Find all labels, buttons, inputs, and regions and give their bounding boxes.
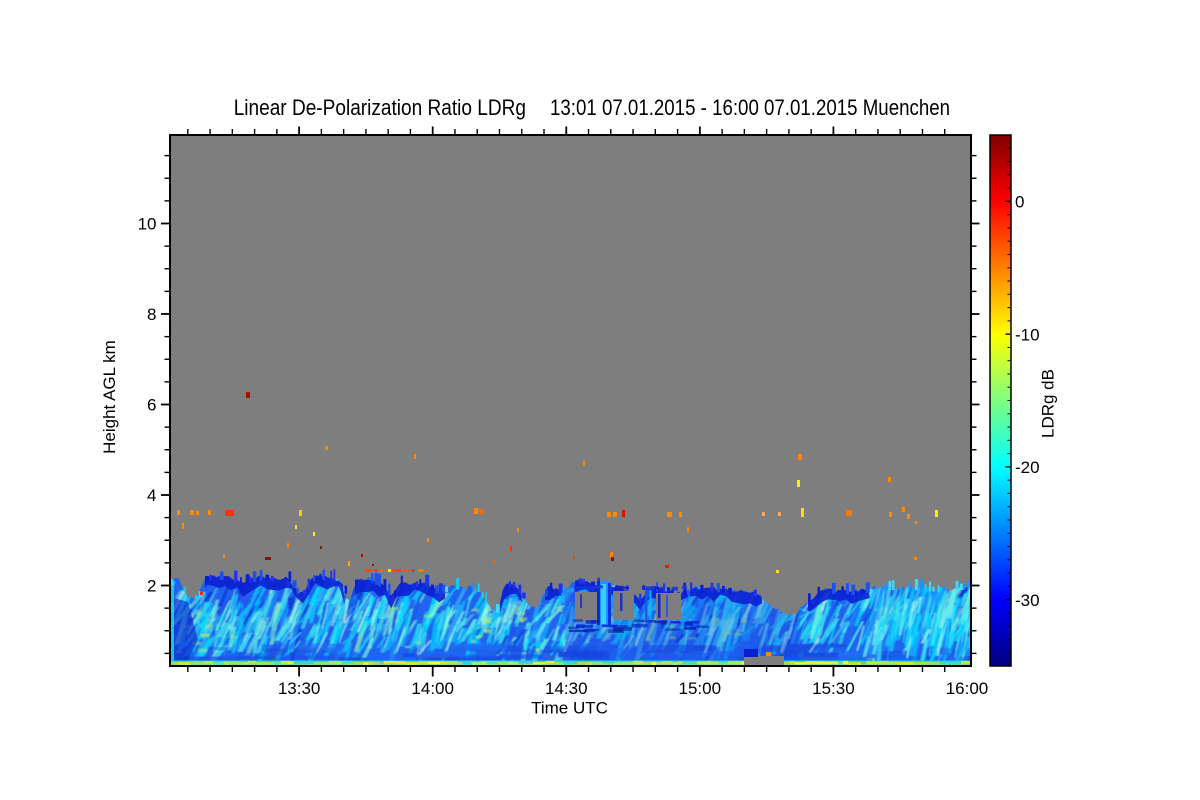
svg-text:6: 6 <box>147 396 156 415</box>
svg-text:8: 8 <box>147 305 156 324</box>
svg-text:-10: -10 <box>1015 325 1040 344</box>
svg-text:Time UTC: Time UTC <box>531 698 608 717</box>
svg-text:14:00: 14:00 <box>411 679 454 698</box>
svg-text:0: 0 <box>1015 193 1024 212</box>
svg-text:LDRg dB: LDRg dB <box>1039 369 1058 438</box>
svg-text:-30: -30 <box>1015 591 1040 610</box>
svg-text:-20: -20 <box>1015 458 1040 477</box>
svg-text:4: 4 <box>147 486 156 505</box>
svg-text:13:01 07.01.2015 - 16:00 07.01: 13:01 07.01.2015 - 16:00 07.01.2015 Muen… <box>550 95 950 120</box>
svg-text:16:00: 16:00 <box>946 679 989 698</box>
svg-text:15:30: 15:30 <box>812 679 855 698</box>
svg-text:Height AGL km: Height AGL km <box>100 340 119 454</box>
svg-text:13:30: 13:30 <box>278 679 321 698</box>
svg-text:Linear De-Polarization Ratio L: Linear De-Polarization Ratio LDRg <box>234 95 526 120</box>
svg-text:10: 10 <box>138 215 157 234</box>
svg-text:15:00: 15:00 <box>679 679 722 698</box>
svg-text:2: 2 <box>147 577 156 596</box>
svg-text:14:30: 14:30 <box>545 679 588 698</box>
